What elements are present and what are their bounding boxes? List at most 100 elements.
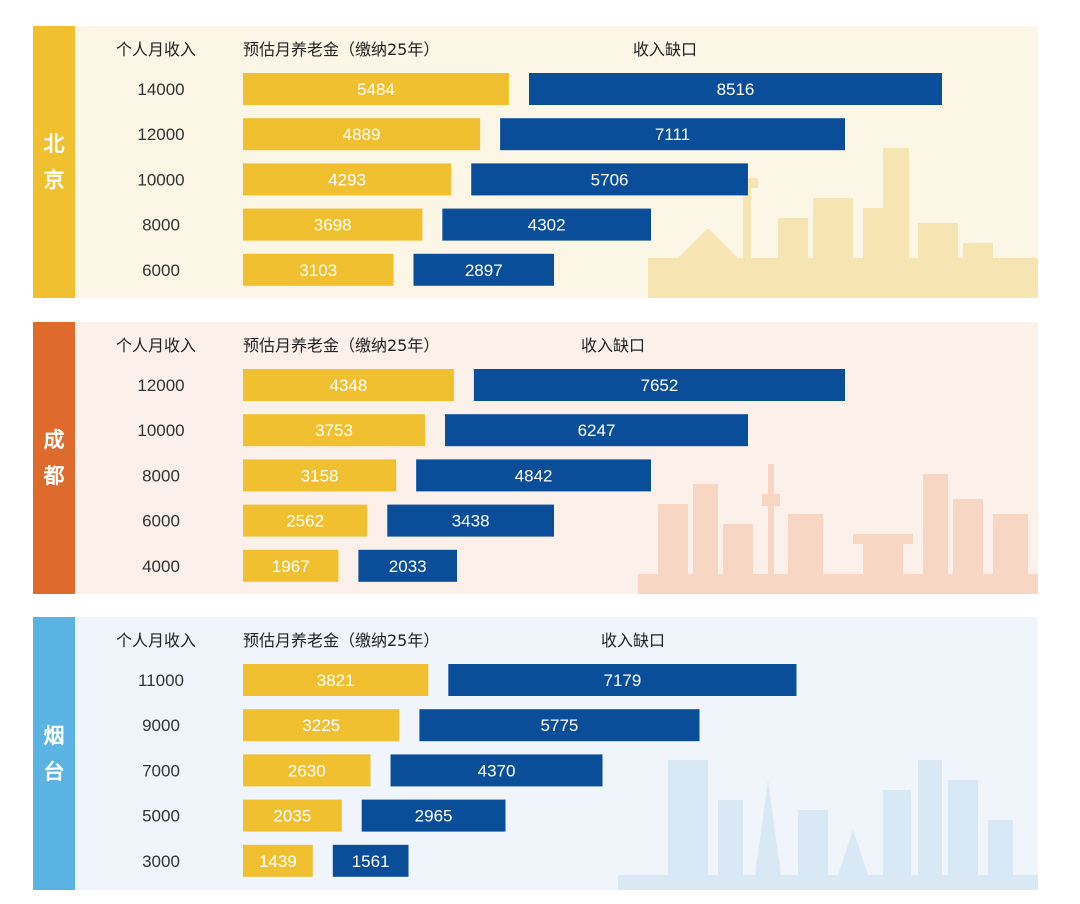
pension-value-label: 4889 [343,125,381,144]
beijing-skyline-illustration [648,148,1038,298]
gap-bar [445,414,748,447]
city-name-char: 都 [43,464,65,488]
city-tab-yantai: 烟 台 [33,617,75,890]
pension-value-label: 2630 [288,761,326,780]
gap-value-label: 5775 [541,716,579,735]
income-label: 5000 [142,807,180,826]
pension-bar [243,253,394,286]
pension-bar [243,664,429,696]
income-label: 10000 [137,421,184,440]
pension-header: 预估月养老金（缴纳25年） [243,631,440,650]
gap-value-label: 7111 [655,125,690,144]
income-label: 12000 [137,376,184,395]
pension-bar [243,844,313,877]
pension-value-label: 2562 [286,512,324,531]
pension-header: 预估月养老金（缴纳25年） [243,40,440,59]
pension-value-label: 1967 [272,557,310,576]
yantai-skyline-illustration [618,760,1038,890]
income-label: 8000 [142,466,180,485]
city-name-char: 台 [43,759,65,784]
income-header: 个人月收入 [116,336,197,355]
gap-bar [442,208,651,241]
gap-value-label: 4370 [478,761,516,780]
pension-bar [243,163,452,196]
pension-value-label: 1439 [259,852,297,871]
pension-value-label: 3753 [315,421,353,440]
income-label: 4000 [142,557,180,576]
panel-background [75,617,1038,890]
bar-chart-chengdu: 12000 4348 7652 10000 3753 6247 8000 3158 4842 60… [137,369,845,582]
income-label: 7000 [142,761,180,780]
city-name-char: 京 [43,168,65,192]
city-tab-chengdu: 成 都 [33,322,75,594]
gap-bar [448,664,797,696]
gap-value-label: 4302 [528,216,566,235]
gap-value-label: 3438 [452,512,490,531]
pension-bar [243,504,368,537]
gap-bar [528,73,942,105]
pension-value-label: 4293 [328,170,366,189]
gap-bar [361,799,506,832]
gap-bar [332,844,409,877]
income-label: 14000 [137,80,184,99]
gap-bar [419,709,700,742]
gap-bar [390,754,603,787]
pension-value-label: 4348 [330,376,368,395]
gap-value-label: 6247 [578,421,616,440]
gap-bar [500,118,845,151]
income-header: 个人月收入 [116,40,197,59]
gap-value-label: 4842 [515,466,553,485]
income-label: 10000 [137,170,184,189]
income-label: 9000 [142,716,180,735]
city-name-char: 烟 [43,723,65,748]
panel-yantai: 烟 台 个人月收入 预估月养老金（缴纳25年） 收入缺口 11000 3821 71… [33,617,1038,890]
gap-value-label: 2897 [465,261,503,280]
income-header: 个人月收入 [116,631,197,650]
gap-header: 收入缺口 [633,40,698,59]
gap-bar [413,253,554,286]
income-label: 3000 [142,852,180,871]
panel-beijing: 北 京 个人月收入 预估月养老金（缴纳25年） 收入缺口 14000 5484 85… [33,26,1038,298]
pension-value-label: 3225 [302,716,340,735]
pension-value-label: 2035 [273,807,311,826]
pension-bar [243,118,481,151]
pension-bar [243,709,400,742]
income-label: 6000 [142,261,180,280]
pension-bar [243,414,426,447]
gap-value-label: 8516 [717,80,755,99]
income-label: 6000 [142,512,180,531]
bar-chart-yantai: 11000 3821 7179 9000 3225 5775 7000 2630 4370 500… [138,664,797,877]
pension-bar [243,799,342,832]
gap-value-label: 1561 [352,852,390,871]
city-name-char: 北 [43,132,65,156]
city-name-char: 成 [43,428,65,452]
pension-value-label: 3821 [317,671,355,690]
gap-bar [471,163,748,196]
pension-header: 预估月养老金（缴纳25年） [243,336,440,355]
pension-bar [243,73,509,105]
income-label: 12000 [137,125,184,144]
income-label: 11000 [138,671,184,690]
gap-value-label: 2965 [415,807,453,826]
pension-value-label: 3103 [299,261,337,280]
pension-bar [243,754,371,787]
gap-bar [416,459,651,492]
gap-value-label: 7179 [603,671,641,690]
pension-bar [243,208,423,241]
pension-bar [243,369,454,401]
panel-chengdu: 成 都 个人月收入 预估月养老金（缴纳25年） 收入缺口 12000 4348 76… [33,322,1038,594]
bar-chart-beijing: 14000 5484 8516 12000 4889 7111 10000 4293 5706 8… [137,73,942,286]
gap-value-label: 7652 [641,376,679,395]
pension-bar [243,459,397,492]
pension-bar [243,549,339,582]
city-tab-beijing: 北 京 [33,26,75,298]
gap-bar [358,549,457,582]
gap-bar [473,369,845,401]
chengdu-skyline-illustration [638,464,1038,594]
gap-value-label: 2033 [389,557,427,576]
gap-header: 收入缺口 [581,336,646,355]
gap-header: 收入缺口 [601,631,666,650]
pension-value-label: 3158 [301,466,339,485]
gap-value-label: 5706 [591,170,629,189]
income-label: 8000 [142,216,180,235]
